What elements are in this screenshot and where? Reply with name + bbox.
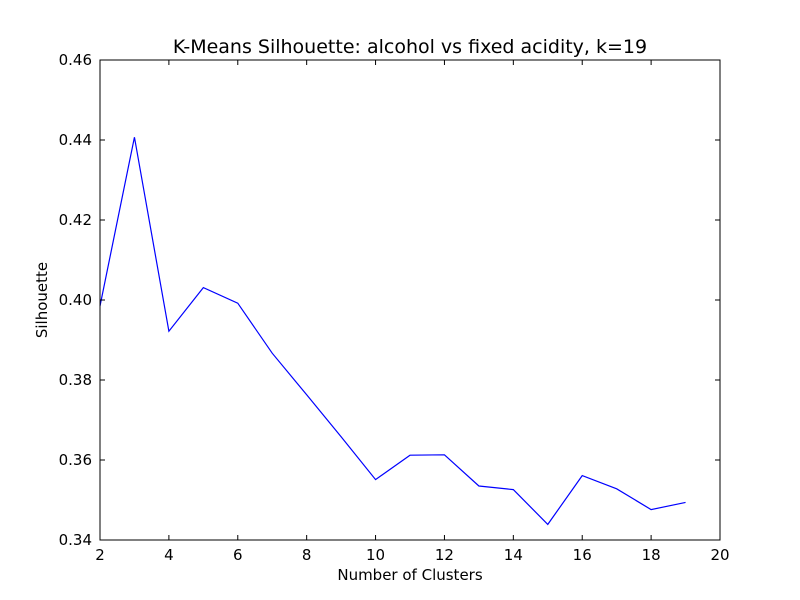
- y-tick-label: 0.40: [59, 291, 92, 309]
- x-axis-label: Number of Clusters: [337, 566, 482, 584]
- plot-area: 2 4 6 8 10 12 14 16 18 20 0.34 0.36 0.38 0.40 0.42 0.44…: [59, 51, 730, 564]
- y-tick-label: 0.42: [59, 211, 92, 229]
- x-tick-label: 10: [366, 546, 385, 564]
- y-tick-label: 0.34: [59, 531, 92, 549]
- x-tick-label: 18: [642, 546, 661, 564]
- x-tick-label: 8: [302, 546, 312, 564]
- y-tick-label: 0.46: [59, 51, 92, 69]
- x-tick-label: 16: [573, 546, 592, 564]
- y-tick-label: 0.36: [59, 451, 92, 469]
- y-axis-label: Silhouette: [33, 262, 51, 338]
- y-tick-label: 0.38: [59, 371, 92, 389]
- series-line: [99, 137, 686, 526]
- x-tick-label: 20: [710, 546, 729, 564]
- x-tick-label: 12: [435, 546, 454, 564]
- chart-title: K-Means Silhouette: alcohol vs fixed aci…: [173, 36, 647, 58]
- x-tick-label: 4: [164, 546, 174, 564]
- x-tick-label: 14: [504, 546, 523, 564]
- x-tick-label: 2: [95, 546, 105, 564]
- y-tick-label: 0.44: [59, 131, 92, 149]
- plot-frame: [99, 59, 721, 541]
- x-tick-label: 6: [233, 546, 243, 564]
